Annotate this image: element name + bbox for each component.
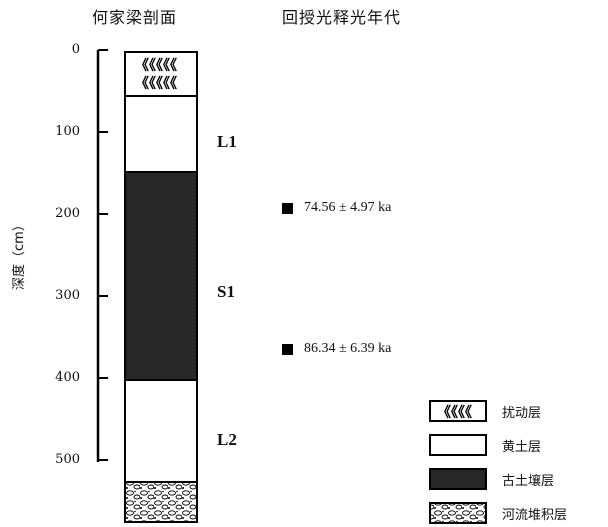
depth-tick-label: 100	[55, 124, 80, 139]
fluvial-layer	[124, 481, 198, 523]
legend-swatch-disturbed	[429, 400, 487, 422]
profile-title: 何家梁剖面	[92, 8, 178, 27]
l1-loess-layer	[124, 95, 198, 173]
svg-text:《《《《《: 《《《《《	[135, 76, 177, 92]
date-marker-1	[282, 203, 293, 214]
date-marker-2	[282, 344, 293, 355]
osl-date-2: 86.34 ± 6.39 ka	[304, 341, 392, 356]
depth-ticks	[98, 49, 108, 461]
layer-label-s1: S1	[217, 282, 235, 301]
depth-tick-label: 200	[55, 206, 80, 221]
legend-label-disturbed: 扰动层	[502, 406, 542, 421]
l2-loess-layer	[124, 379, 198, 483]
disturbed-layer-pattern: 《《《《《 《《《《《	[135, 58, 177, 92]
disturbed-layer	[124, 51, 198, 97]
legend-swatch-paleosol	[429, 468, 487, 490]
svg-text:《《《《《: 《《《《《	[135, 58, 177, 74]
legend-label-paleosol: 古土壤层	[502, 474, 555, 489]
depth-tick-label: 500	[55, 452, 80, 467]
legend-label-loess: 黄土层	[502, 440, 542, 455]
legend-swatch-disturbed-pattern: 《《《《	[437, 405, 472, 421]
legend-label-fluvial: 河流堆积层	[502, 508, 568, 523]
depth-tick-label: 300	[55, 288, 80, 303]
depth-tick-label: 400	[55, 370, 80, 385]
s1-paleosol-layer	[124, 171, 198, 381]
legend-swatch-fluvial	[429, 502, 487, 524]
osl-date-1: 74.56 ± 4.97 ka	[304, 200, 392, 215]
depth-tick-label: 0	[71, 42, 80, 57]
layer-label-l1: L1	[217, 132, 237, 151]
layer-label-l2: L2	[217, 430, 237, 449]
dating-title: 回授光释光年代	[282, 8, 402, 27]
legend-swatch-loess	[429, 434, 487, 456]
